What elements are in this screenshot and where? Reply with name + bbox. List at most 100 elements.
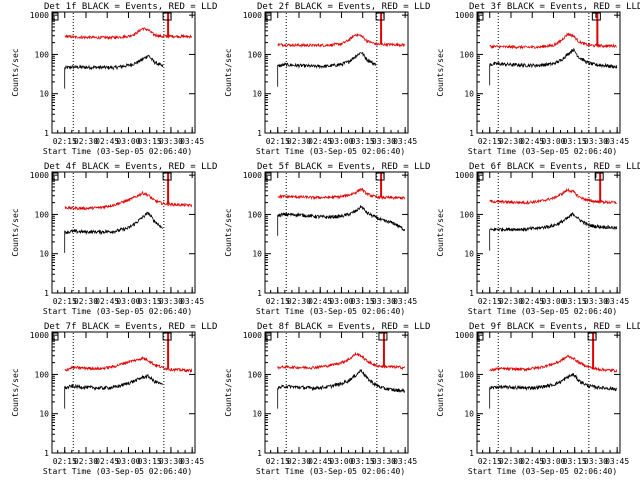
x-tick-label: 02:15 [478, 137, 502, 146]
x-tick-label: 03:30 [372, 137, 396, 146]
y-tick-label: 1 [469, 129, 474, 138]
y-axis-label: Counts/sec [11, 48, 20, 96]
x-tick-label: 02:15 [266, 137, 290, 146]
series-line-events [277, 51, 377, 87]
x-tick-label: 03:45 [393, 137, 417, 146]
x-axis-label: Start Time (03-Sep-05 02:06:40) [256, 467, 405, 476]
x-tick-label: 02:15 [266, 297, 290, 306]
corner-box [265, 332, 272, 341]
corner-box [477, 12, 484, 21]
y-tick-label: 10 [39, 410, 49, 419]
x-tick-label: 03:15 [351, 297, 375, 306]
series-line-lld [277, 33, 406, 48]
series-line-events [64, 54, 164, 89]
x-tick-label: 03:45 [605, 297, 629, 306]
y-tick-label: 10 [252, 410, 262, 419]
y-tick-label: 10 [39, 250, 49, 259]
x-tick-label: 03:00 [329, 137, 353, 146]
spike-box [378, 332, 388, 341]
x-tick-label: 03:30 [159, 457, 183, 466]
spike-box [162, 12, 172, 21]
y-tick-label: 1 [469, 449, 474, 458]
x-tick-label: 03:45 [393, 457, 417, 466]
x-tick-label: 03:30 [159, 297, 183, 306]
y-tick-label: 10 [464, 410, 474, 419]
x-tick-label: 03:00 [116, 137, 140, 146]
x-axis-label: Start Time (03-Sep-05 02:06:40) [468, 467, 617, 476]
y-tick-label: 100 [248, 370, 263, 379]
chart-title: Det 3f BLACK = Events, RED = LLD [469, 2, 640, 12]
plot-frame [264, 11, 409, 134]
x-axis-label: Start Time (03-Sep-05 02:06:40) [43, 307, 192, 316]
x-axis-label: Start Time (03-Sep-05 02:06:40) [43, 467, 192, 476]
x-tick-label: 02:30 [287, 457, 311, 466]
spike-box [162, 332, 172, 341]
x-tick-label: 02:45 [95, 137, 119, 146]
x-tick-label: 02:45 [520, 297, 544, 306]
x-tick-label: 02:45 [95, 297, 119, 306]
x-axis-label: Start Time (03-Sep-05 02:06:40) [468, 307, 617, 316]
y-tick-label: 1000 [455, 331, 474, 340]
y-axis-label: Counts/sec [11, 368, 20, 416]
corner-box [52, 172, 59, 181]
panel-3: Det 3f BLACK = Events, RED = LLD 1 10 100 10… [436, 2, 640, 156]
x-tick-label: 03:00 [541, 137, 565, 146]
x-tick-label: 03:45 [180, 297, 204, 306]
x-tick-label: 03:45 [180, 137, 204, 146]
x-tick-label: 02:30 [499, 297, 523, 306]
plot-frame [476, 171, 621, 294]
spike-box [375, 12, 385, 21]
y-axis-label: Counts/sec [436, 48, 445, 96]
x-tick-label: 03:00 [116, 457, 140, 466]
panel-2: Det 2f BLACK = Events, RED = LLD 1 10 100 10… [224, 2, 430, 156]
x-tick-label: 03:30 [584, 137, 608, 146]
x-tick-label: 02:45 [95, 457, 119, 466]
x-axis-label: Start Time (03-Sep-05 02:06:40) [256, 147, 405, 156]
spike-box [587, 332, 597, 341]
series-line-events [277, 368, 406, 409]
series-line-lld [489, 354, 618, 373]
y-tick-label: 1000 [30, 11, 49, 20]
y-tick-label: 100 [248, 50, 263, 59]
plot-frame [51, 11, 196, 134]
x-tick-label: 03:00 [116, 297, 140, 306]
x-tick-label: 03:45 [605, 457, 629, 466]
corner-box [52, 332, 59, 341]
chart-title: Det 7f BLACK = Events, RED = LLD [44, 322, 217, 332]
corner-box [477, 172, 484, 181]
chart-title: Det 2f BLACK = Events, RED = LLD [257, 2, 430, 12]
x-tick-label: 02:45 [308, 297, 332, 306]
y-axis-label: Counts/sec [224, 368, 233, 416]
y-tick-label: 1000 [243, 331, 262, 340]
series-line-lld [64, 355, 193, 374]
corner-box [265, 172, 272, 181]
y-tick-label: 100 [460, 50, 475, 59]
x-tick-label: 02:30 [499, 137, 523, 146]
x-tick-label: 03:30 [584, 457, 608, 466]
x-tick-label: 03:45 [605, 137, 629, 146]
y-tick-label: 1 [44, 129, 49, 138]
chart-title: Det 9f BLACK = Events, RED = LLD [469, 322, 640, 332]
series-line-events [64, 373, 164, 409]
x-tick-label: 02:15 [53, 297, 77, 306]
series-line-lld [277, 351, 406, 371]
y-tick-label: 100 [460, 370, 475, 379]
series-line-events [489, 47, 618, 86]
spike-box [375, 172, 385, 181]
x-tick-label: 02:15 [53, 457, 77, 466]
x-tick-label: 02:30 [74, 457, 98, 466]
x-tick-label: 03:00 [329, 457, 353, 466]
panel-9: Det 9f BLACK = Events, RED = LLD 1 10 100 10… [436, 322, 640, 476]
x-tick-label: 03:30 [159, 137, 183, 146]
x-tick-label: 03:00 [541, 457, 565, 466]
plot-frame [51, 331, 196, 454]
x-tick-label: 03:00 [541, 297, 565, 306]
y-axis-label: Counts/sec [436, 208, 445, 256]
chart-title: Det 5f BLACK = Events, RED = LLD [257, 162, 430, 172]
x-tick-label: 02:45 [308, 137, 332, 146]
x-tick-label: 03:15 [563, 297, 587, 306]
x-tick-label: 03:15 [138, 137, 162, 146]
plot-frame [476, 331, 621, 454]
series-line-events [489, 372, 618, 409]
